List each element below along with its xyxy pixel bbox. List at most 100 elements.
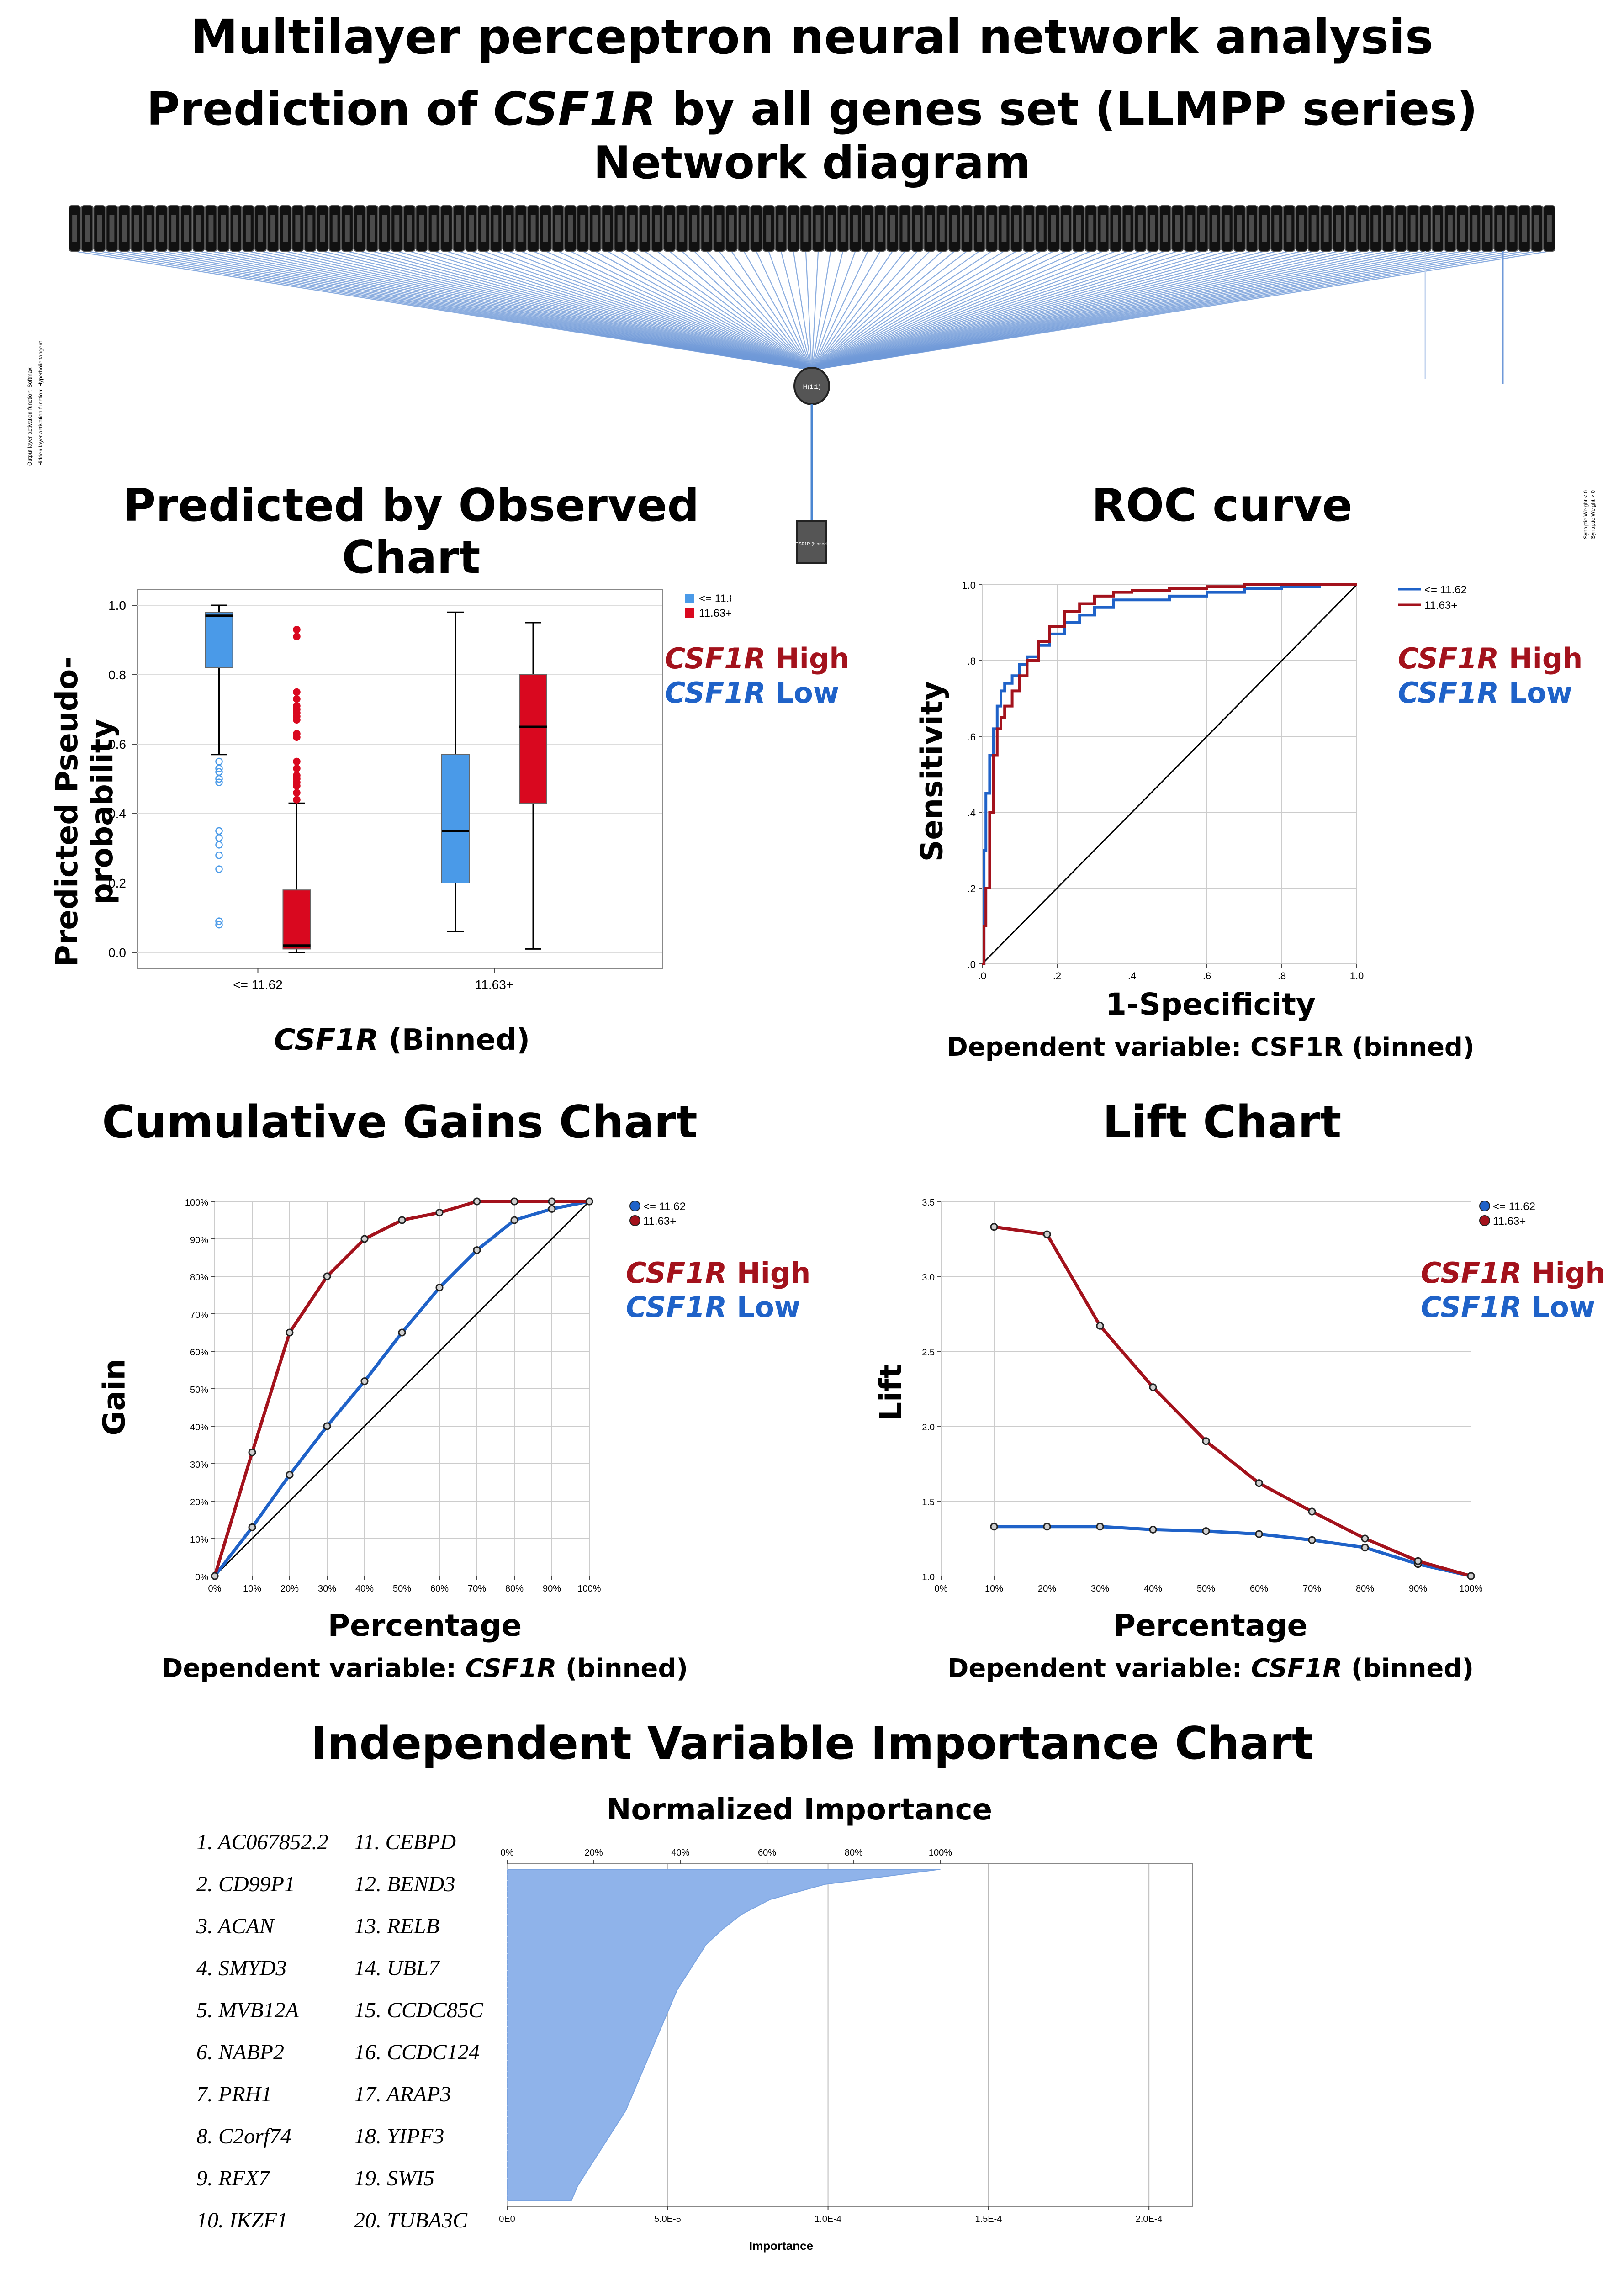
input-node-label-mark	[964, 215, 969, 242]
input-node-label-mark	[1460, 215, 1465, 242]
input-node	[106, 205, 118, 252]
lift-annotation-high: CSF1R High	[1421, 1256, 1605, 1290]
box-annotation-high-gene: CSF1R	[665, 642, 766, 675]
input-node-label-mark	[629, 215, 635, 242]
x-tick-label: 30%	[318, 1584, 336, 1594]
top-gene-item: 8. C2orf74	[196, 2124, 292, 2148]
input-node	[1184, 205, 1196, 252]
input-node	[849, 205, 862, 252]
input-node	[812, 205, 825, 252]
gains-ylabel: Gain	[96, 1359, 132, 1436]
input-node-label-mark	[1509, 215, 1515, 242]
input-node	[750, 205, 762, 252]
input-node	[1283, 205, 1296, 252]
input-node	[1320, 205, 1333, 252]
input-node	[527, 205, 540, 252]
gains-point	[398, 1216, 406, 1224]
gains-point	[510, 1216, 518, 1224]
top-gene-item: 10. IKZF1	[196, 2208, 288, 2232]
top-gene-item: 7. PRH1	[196, 2082, 272, 2106]
input-node-label-mark	[977, 215, 982, 242]
input-node	[267, 205, 280, 252]
gains-point	[286, 1471, 294, 1479]
input-node-label-mark	[1547, 215, 1552, 242]
lift-point	[1308, 1507, 1316, 1516]
input-node	[998, 205, 1010, 252]
roc-annotation-low: CSF1R Low	[1398, 676, 1572, 709]
legend-marker	[629, 1215, 640, 1226]
input-node-label-mark	[1125, 215, 1131, 242]
input-node	[502, 205, 515, 252]
input-node-label-mark	[394, 215, 400, 242]
legend-label: <= 11.62	[1424, 584, 1467, 596]
synapse-line	[768, 251, 813, 370]
input-node	[1010, 205, 1023, 252]
input-node-label-mark	[1485, 215, 1490, 242]
importance-top-axis-label: Normalized Importance	[606, 1793, 993, 1827]
synapse-line	[409, 250, 812, 371]
baseline-line	[214, 1201, 590, 1577]
x-tick-label: .8	[1278, 970, 1286, 982]
x-tick-label: 100%	[577, 1584, 601, 1594]
synapse-line	[811, 251, 819, 370]
input-node	[403, 205, 416, 252]
synapse-line	[619, 251, 812, 370]
gains-annotation-high-text: High	[736, 1256, 811, 1290]
x-tick-label: 100%	[1459, 1584, 1482, 1594]
x-tick-label: 40%	[1144, 1584, 1162, 1594]
importance-xlabel: Importance	[749, 2239, 813, 2253]
top-gene-item: 19. SWI5	[354, 2166, 434, 2190]
lift-title: Lift Chart	[1102, 1096, 1342, 1148]
lift-annotation-low-text: Low	[1531, 1291, 1596, 1324]
outlier-point	[293, 688, 301, 696]
input-node	[961, 205, 973, 252]
synapse-line	[811, 250, 1264, 371]
input-node	[862, 205, 874, 252]
synapse-line	[811, 250, 1252, 371]
gains-chart: 0% 10% 20% 30% 40% 50% 60% 70% 80% 90% 100% 0% 10% 20…	[185, 1197, 686, 1594]
y-tick-label: 0.8	[108, 668, 126, 682]
input-node-label-mark	[716, 215, 722, 242]
roc-annotation-high: CSF1R High	[1398, 642, 1582, 675]
input-node	[737, 205, 750, 252]
input-node-label-mark	[568, 215, 573, 242]
gains-point	[286, 1328, 294, 1337]
box-annotation-high-text: High	[775, 642, 850, 675]
input-node-label-mark	[754, 215, 759, 242]
input-node-label-mark	[592, 215, 598, 242]
top-tick-label: 60%	[758, 1848, 776, 1858]
synapse-line	[756, 251, 812, 370]
x-tick-label: 0%	[208, 1584, 222, 1594]
roc-chart: .0 .2 .4 .6 .8 1.0 .0 .2 .4 .6 .8 1.0 <= 11.62 11.63+	[962, 580, 1467, 982]
input-node-label-mark	[469, 215, 474, 242]
input-node	[279, 205, 292, 252]
input-node-label-mark	[1163, 215, 1168, 242]
input-node	[539, 205, 552, 252]
y-tick-label: 0.4	[108, 807, 126, 821]
synapse-line	[557, 251, 812, 370]
input-node-label-mark	[134, 215, 139, 242]
input-node	[1357, 205, 1370, 252]
outlier-point	[293, 625, 301, 634]
input-node-label-mark	[1076, 215, 1081, 242]
page-title: Multilayer perceptron neural network ana…	[190, 9, 1434, 65]
input-node-label-mark	[1274, 215, 1280, 242]
input-node	[948, 205, 961, 252]
y-tick-label: 3.5	[922, 1198, 935, 1208]
top-gene-item: 18. YIPF3	[354, 2124, 444, 2148]
top-gene-item: 17. ARAP3	[354, 2082, 451, 2106]
synapse-line	[811, 250, 1227, 371]
legend-swatch	[685, 608, 694, 618]
synapse-line	[811, 251, 968, 370]
input-node-label-mark	[1423, 215, 1428, 242]
gains-point	[435, 1209, 444, 1217]
input-node-label-mark	[791, 215, 796, 242]
top-gene-item: 13. RELB	[354, 1914, 439, 1938]
input-node-label-mark	[915, 215, 920, 242]
input-node	[1469, 205, 1481, 252]
gains-point	[510, 1197, 518, 1206]
synapse-line	[811, 251, 943, 370]
input-node-label-mark	[853, 215, 858, 242]
input-node-label-mark	[840, 215, 846, 242]
x-tick-label: <= 11.62	[233, 978, 282, 992]
